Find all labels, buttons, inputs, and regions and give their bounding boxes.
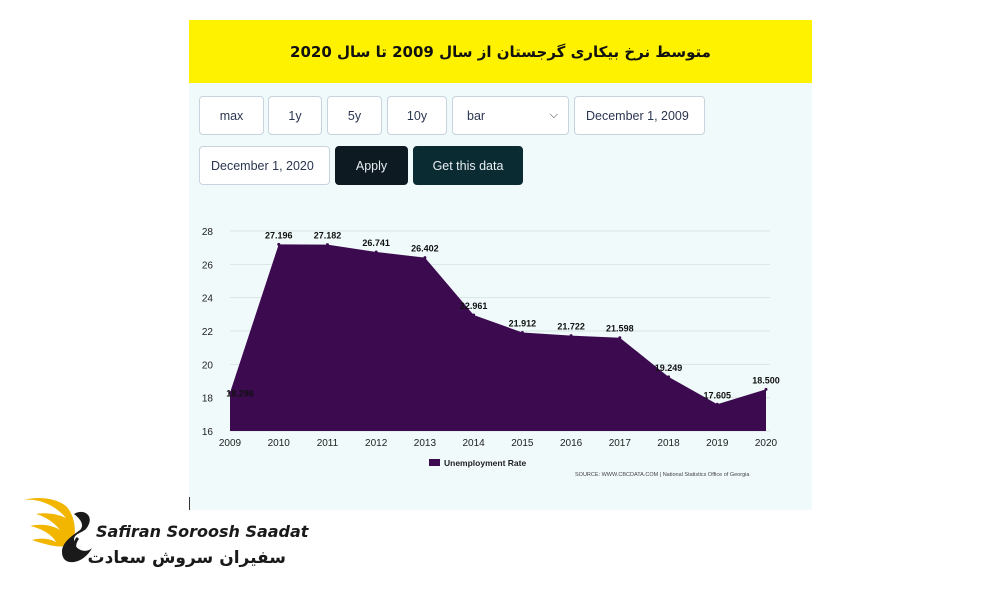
text-cursor [189,497,190,510]
brand-logo: Safiran Soroosh Saadat سفیران سروش سعادت [22,492,308,582]
data-point [374,250,378,254]
x-tick-label: 2013 [414,438,437,449]
range-max-button[interactable]: max [199,96,264,135]
swan-logo-icon [24,498,92,563]
data-point [472,313,476,317]
range-10y-button[interactable]: 10y [387,96,447,135]
chart-title: متوسط نرخ بیکاری گرجستان از سال 2009 تا … [290,42,711,61]
brand-name-en: Safiran Soroosh Saadat [96,522,309,541]
data-point [764,387,768,391]
title-bar: متوسط نرخ بیکاری گرجستان از سال 2009 تا … [189,20,812,83]
data-label: 18.296 [226,389,254,399]
data-point [618,336,622,340]
x-tick-label: 2015 [511,438,534,449]
legend: Unemployment Rate [429,458,526,468]
get-data-button[interactable]: Get this data [413,146,523,185]
apply-button[interactable]: Apply [335,146,408,185]
data-label: 18.500 [752,375,780,385]
data-label: 27.182 [314,231,342,241]
range-5y-button[interactable]: 5y [327,96,382,135]
data-label: 21.722 [557,322,585,332]
x-tick-label: 2011 [317,438,339,449]
data-label: 26.402 [411,244,439,254]
x-axis-ticks: 2009 2010 2011 2012 2013 2014 2015 2016 2017 2018… [219,438,778,449]
data-label: 21.912 [509,318,537,328]
y-tick-label: 22 [202,327,214,338]
data-label: 19.249 [655,363,683,373]
x-tick-label: 2016 [560,438,583,449]
brand-name-fa: سفیران سروش سعادت [87,548,286,568]
x-tick-label: 2017 [609,438,632,449]
data-point [277,242,281,246]
x-tick-label: 2012 [365,438,388,449]
x-tick-label: 2020 [755,438,778,449]
data-label: 26.741 [362,238,390,248]
x-tick-label: 2010 [268,438,291,449]
start-date-input[interactable]: December 1, 2009 [574,96,705,135]
y-tick-label: 28 [202,227,214,238]
data-point [520,330,524,334]
range-1y-button[interactable]: 1y [268,96,322,135]
legend-label: Unemployment Rate [444,458,526,468]
y-tick-label: 16 [202,427,214,438]
source-note: SOURCE: WWW.CBCDATA.COM | National Stati… [575,472,750,478]
legend-swatch [429,459,440,466]
chart-type-select[interactable]: bar ⌵ [452,96,569,135]
data-label: 27.196 [265,230,293,240]
x-tick-label: 2019 [706,438,729,449]
data-label: 21.598 [606,324,634,334]
data-labels: 18.296 27.196 27.182 26.741 26.402 22.961 21.9… [226,230,780,400]
data-point [423,256,427,260]
x-tick-label: 2009 [219,438,242,449]
data-point [667,375,671,379]
chevron-down-icon: ⌵ [549,109,558,121]
x-tick-label: 2014 [463,438,486,449]
y-tick-label: 24 [202,294,214,305]
end-date-input[interactable]: December 1, 2020 [199,146,330,185]
data-label: 22.961 [460,301,488,311]
y-tick-label: 20 [202,360,214,371]
series-area [228,242,768,431]
data-point [325,243,329,247]
data-point [715,402,719,406]
chart-panel: متوسط نرخ بیکاری گرجستان از سال 2009 تا … [189,20,812,510]
y-axis-ticks: 16 18 20 22 24 26 28 [202,227,214,438]
data-point [569,334,573,338]
y-tick-label: 18 [202,394,214,405]
x-tick-label: 2018 [657,438,680,449]
data-label: 17.605 [704,390,732,400]
area-fill [230,244,766,431]
y-tick-label: 26 [202,260,214,271]
data-point [228,391,232,395]
chart-type-value: bar [467,108,486,123]
